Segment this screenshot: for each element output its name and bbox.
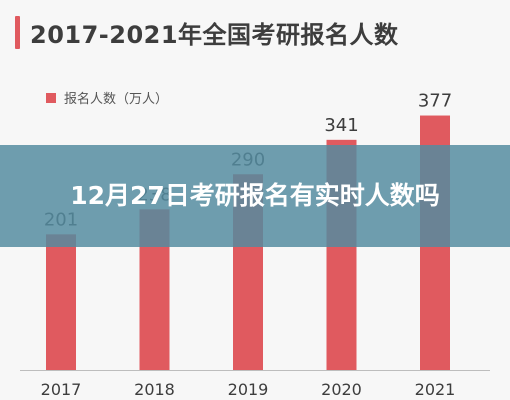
chart-title: 2017-2021年全国考研报名人数 — [30, 20, 399, 49]
legend-swatch — [46, 92, 56, 103]
title-row: 2017-2021年全国考研报名人数 — [15, 14, 399, 50]
x-tick-label-2020: 2020 — [321, 380, 362, 399]
data-label-2020: 341 — [324, 115, 358, 136]
legend: 报名人数（万人） — [46, 88, 168, 107]
x-tick-label-2017: 2017 — [41, 380, 82, 399]
bar-2017 — [46, 234, 76, 370]
caption-text: 12月27日考研报名有实时人数吗 — [70, 181, 440, 210]
x-tick-label-2018: 2018 — [134, 380, 175, 399]
caption-overlay: 12月27日考研报名有实时人数吗 — [0, 145, 510, 247]
title-accent-bar — [15, 15, 20, 49]
legend-label: 报名人数（万人） — [64, 92, 169, 107]
x-tick-label-2021: 2021 — [415, 380, 456, 399]
x-tick-label-2019: 2019 — [228, 380, 269, 399]
data-label-2021: 377 — [418, 91, 452, 112]
